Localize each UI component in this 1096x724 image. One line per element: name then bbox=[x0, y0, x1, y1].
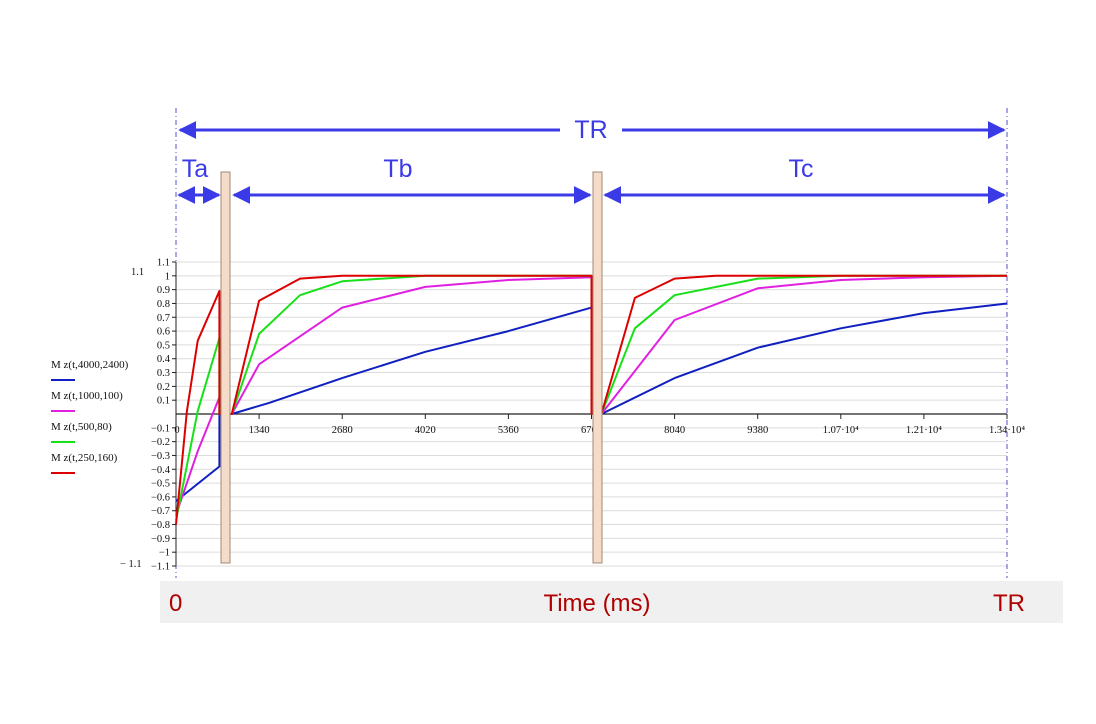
ta-interval-arrow: Ta bbox=[177, 155, 221, 204]
x-tick-label: 1340 bbox=[249, 425, 270, 436]
y-tick-label: −0.6 bbox=[151, 492, 170, 503]
legend-entry-label: M z(t,4000,2400) bbox=[51, 359, 129, 371]
pulse-bar-2 bbox=[592, 171, 603, 564]
x-tick-label: 1.07·10⁴ bbox=[823, 425, 859, 436]
tb-label: Tb bbox=[383, 155, 412, 183]
x-tick-label: 1.21·10⁴ bbox=[906, 425, 942, 436]
y-tick-label: −0.9 bbox=[151, 534, 170, 545]
ta-label: Ta bbox=[182, 155, 209, 183]
time-start-label: 0 bbox=[169, 590, 182, 617]
y-tick-label: 0.9 bbox=[157, 285, 170, 296]
y-tick-label: −0.7 bbox=[151, 506, 170, 517]
y-tick-label: −0.5 bbox=[151, 479, 170, 490]
y-tick-label: −0.2 bbox=[151, 437, 170, 448]
y-tick-label: −1.1 bbox=[151, 562, 170, 573]
y-tick-label: 0.7 bbox=[157, 313, 170, 324]
y-range-top-label: 1.1 bbox=[131, 267, 144, 278]
x-tick-label: 5360 bbox=[498, 425, 519, 436]
time-axis-bar bbox=[160, 581, 1063, 623]
y-tick-label: 0.4 bbox=[157, 354, 171, 365]
y-range-bottom-label: − 1.1 bbox=[120, 559, 142, 570]
y-tick-label: 0.6 bbox=[157, 327, 170, 338]
legend-entry-label: M z(t,250,160) bbox=[51, 452, 118, 464]
y-tick-label: −0.3 bbox=[151, 451, 170, 462]
x-tick-label: 6700 bbox=[581, 425, 602, 436]
y-tick-label: −0.4 bbox=[151, 465, 171, 476]
x-tick-label: 8040 bbox=[664, 425, 685, 436]
x-tick-label: 9380 bbox=[747, 425, 768, 436]
axes: 1.1 1 0.9 0.8 0.7 0.6 0.5 0.4 0.3 0.2 0.1 −0.1 −0.2 −… bbox=[151, 258, 1025, 573]
x-tick-label: 4020 bbox=[415, 425, 436, 436]
x-tick-label: 1.34·10⁴ bbox=[989, 425, 1025, 436]
legend-entry-label: M z(t,1000,100) bbox=[51, 390, 123, 402]
pulse-bar-1 bbox=[220, 171, 231, 564]
y-tick-label: −0.1 bbox=[151, 423, 170, 434]
y-tick-label: 0.1 bbox=[157, 396, 170, 407]
y-tick-label: −1 bbox=[159, 548, 170, 559]
y-tick-label: 1.1 bbox=[157, 258, 170, 269]
series-line bbox=[175, 274, 1007, 525]
y-tick-label: 0.5 bbox=[157, 340, 170, 351]
time-axis-title: Time (ms) bbox=[543, 590, 650, 617]
tc-interval-arrow: Tc bbox=[603, 155, 1006, 204]
y-tick-label: −0.8 bbox=[151, 520, 170, 531]
x-tick-label-zero: 0 bbox=[174, 425, 179, 436]
y-tick-label: 0.2 bbox=[157, 382, 170, 393]
y-tick-label: 1 bbox=[165, 271, 170, 282]
time-end-label: TR bbox=[993, 590, 1025, 617]
tb-interval-arrow: Tb bbox=[232, 155, 592, 204]
x-tick-label: 2680 bbox=[332, 425, 353, 436]
y-tick-label: 0.8 bbox=[157, 299, 170, 310]
tc-label: Tc bbox=[789, 155, 814, 183]
tr-interval-arrow: TR bbox=[178, 116, 1006, 144]
tr-label: TR bbox=[574, 116, 607, 144]
y-tick-label: 0.3 bbox=[157, 368, 170, 379]
legend: M z(t,4000,2400) M z(t,1000,100) M z(t,500… bbox=[51, 359, 129, 474]
legend-entry-label: M z(t,500,80) bbox=[51, 421, 112, 433]
